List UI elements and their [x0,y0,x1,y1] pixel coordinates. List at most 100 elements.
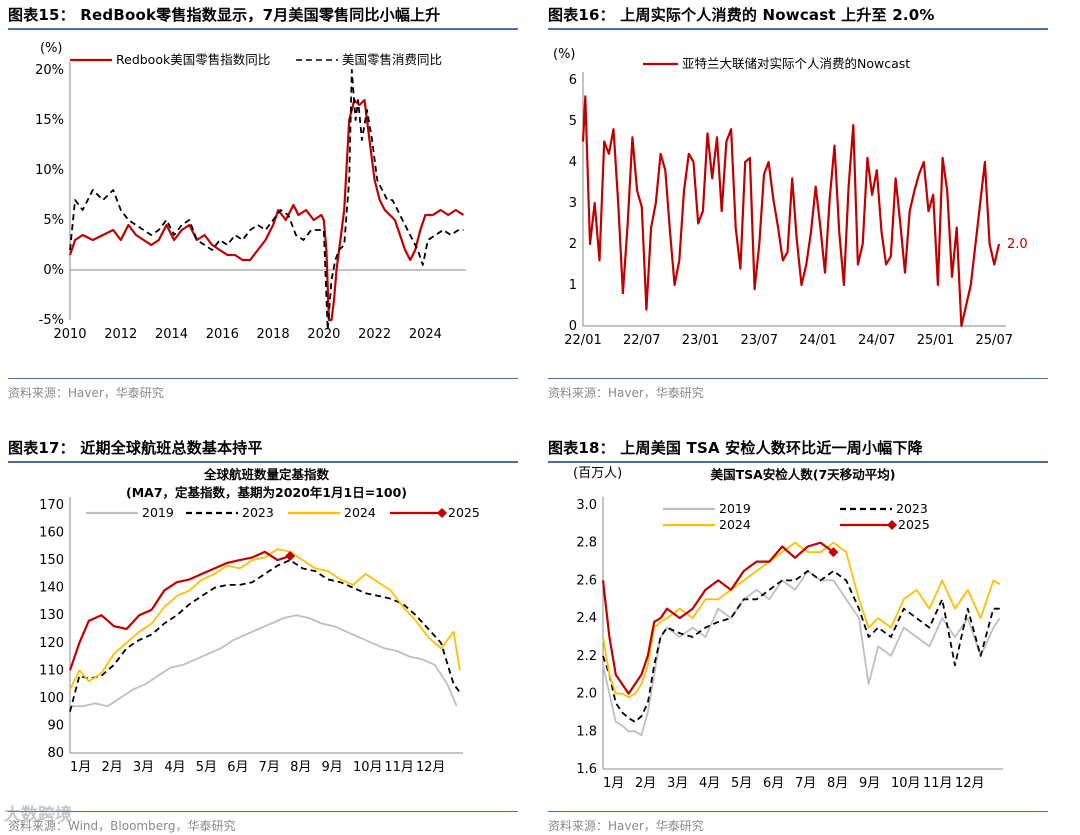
legend-label: 2025 [448,505,480,520]
y-tick-label: 110 [39,663,64,678]
x-tick-label: 4月 [164,760,185,775]
y-tick-label: 140 [39,581,64,596]
series-end-marker [285,550,296,561]
title-rule [548,28,1048,30]
series-line-2023 [69,559,461,712]
y-tick-label: 2.0 [576,687,597,702]
series-line-2019 [70,614,458,708]
y-tick-label: 3.0 [576,498,597,513]
series-end-marker [828,547,839,558]
y-tick-label: 3 [569,196,577,211]
series-line-2019 [602,570,1001,737]
x-tick-label: 5月 [731,776,752,791]
chart-tsa: 1.6 1.8 2.0 2.2 2.4 2.6 2.8 3.0 1月 2月 3月 4月 5月 6月 7月 8月… [573,466,1003,791]
legend-label: 2023 [242,505,274,520]
legend-label: 2019 [142,505,174,520]
panel-title: 图表17： 近期全球航班总数基本持平 [8,439,263,457]
chart-flights: 80 90 100 110 120 130 140 150 160 170 1月 2月 3月 4月 5月 6月… [39,467,480,775]
x-tick-label: 25/01 [917,333,954,348]
y-tick-label: 1 [569,278,577,293]
x-tick-label: 9月 [322,760,343,775]
y-tick-label: 20% [35,63,64,78]
title-rule [8,461,518,463]
y-tick-label: 120 [39,636,64,651]
legend-label: Redbook美国零售指数同比 [116,52,270,67]
chart-subtitle: (MA7，定基指数，基期为2020年1月1日=100) [126,485,407,500]
y-tick-label: 2.6 [576,573,597,588]
y-tick-label: -5% [39,313,64,328]
source-note: 资料来源：Haver，华泰研究 [548,819,704,833]
x-tick-label: 4月 [699,776,720,791]
x-tick-label: 2016 [206,327,239,342]
chart-title: 美国TSA安检人数(7天移动平均) [711,467,896,482]
legend-marker [437,508,447,518]
title-rule [548,461,1048,463]
x-tick-label: 6月 [763,776,784,791]
unit-label: (%) [553,47,576,62]
y-tick-label: 1.6 [576,762,597,777]
x-tick-label: 22/01 [564,333,601,348]
y-tick-label: 5% [43,213,64,228]
y-tick-label: 2.4 [576,611,597,626]
panel-title: 图表18： 上周美国 TSA 安检人数环比近一周小幅下降 [548,439,923,457]
y-tick-label: 1.8 [576,724,597,739]
x-tick-label: 25/07 [976,333,1013,348]
y-tick-label: 170 [39,498,64,513]
x-tick-label: 1月 [603,776,624,791]
x-tick-label: 8月 [290,760,311,775]
y-tick-label: 150 [39,553,64,568]
x-tick-label: 2018 [257,327,290,342]
series-line-2024 [69,548,461,690]
x-tick-label: 10月 [353,760,383,775]
x-tick-label: 3月 [133,760,154,775]
y-tick-label: 0 [569,319,577,334]
end-value-label: 2.0 [1007,237,1028,252]
y-tick-label: 160 [39,526,64,541]
x-tick-label: 22/07 [623,333,660,348]
legend-label: 2024 [719,517,751,532]
panel-title: 图表15： RedBook零售指数显示，7月美国零售同比小幅上升 [8,6,441,24]
x-tick-label: 6月 [227,760,248,775]
x-tick-label: 12月 [416,760,446,775]
y-tick-label: 4 [569,155,577,170]
source-note: 资料来源：Haver，华泰研究 [8,386,164,400]
source-note: 资料来源：Wind，Bloomberg，华泰研究 [8,819,236,833]
y-tick-label: 5 [569,114,577,129]
panel-17: 图表17： 近期全球航班总数基本持平 80 90 100 110 120 130 140 15… [8,433,518,833]
y-tick-label: 2.2 [576,649,597,664]
y-tick-label: 100 [39,691,64,706]
legend-label: 2025 [898,517,930,532]
legend-label: 2024 [344,505,376,520]
x-tick-label: 2020 [307,327,340,342]
x-tick-label: 7月 [795,776,816,791]
x-tick-label: 2022 [358,327,391,342]
series-line-Redbook美国零售指数同比 [68,98,465,322]
x-tick-label: 23/01 [682,333,719,348]
y-tick-label: 2.8 [576,536,597,551]
x-tick-label: 23/07 [741,333,778,348]
series-line-2025 [601,541,835,695]
y-tick-label: 10% [35,163,64,178]
x-tick-label: 2024 [409,327,442,342]
source-rule [8,378,518,379]
x-tick-label: 8月 [827,776,848,791]
y-tick-label: 90 [47,718,64,733]
x-tick-label: 11月 [384,760,414,775]
x-tick-label: 10月 [891,776,921,791]
x-tick-label: 9月 [859,776,880,791]
x-tick-label: 1月 [70,760,91,775]
x-tick-label: 7月 [259,760,280,775]
source-rule [548,811,1048,812]
x-tick-label: 2014 [155,327,188,342]
legend-label: 2023 [896,501,928,516]
series-line-亚特兰大联储对实际个人消费的Nowcast [581,95,1001,328]
legend-label: 亚特兰大联储对实际个人消费的Nowcast [682,56,910,71]
title-rule [8,28,518,30]
x-tick-label: 24/01 [799,333,836,348]
y-tick-label: 130 [39,608,64,623]
chart-redbook: -5% 0% 5% 10% 15% 20% 2010 2012 2014 2016 2018 2020… [35,41,466,342]
source-rule [8,811,518,812]
legend-label: 美国零售消费同比 [342,52,442,67]
series-line-美国零售消费同比 [69,69,464,331]
unit-label: (百万人) [573,466,622,481]
